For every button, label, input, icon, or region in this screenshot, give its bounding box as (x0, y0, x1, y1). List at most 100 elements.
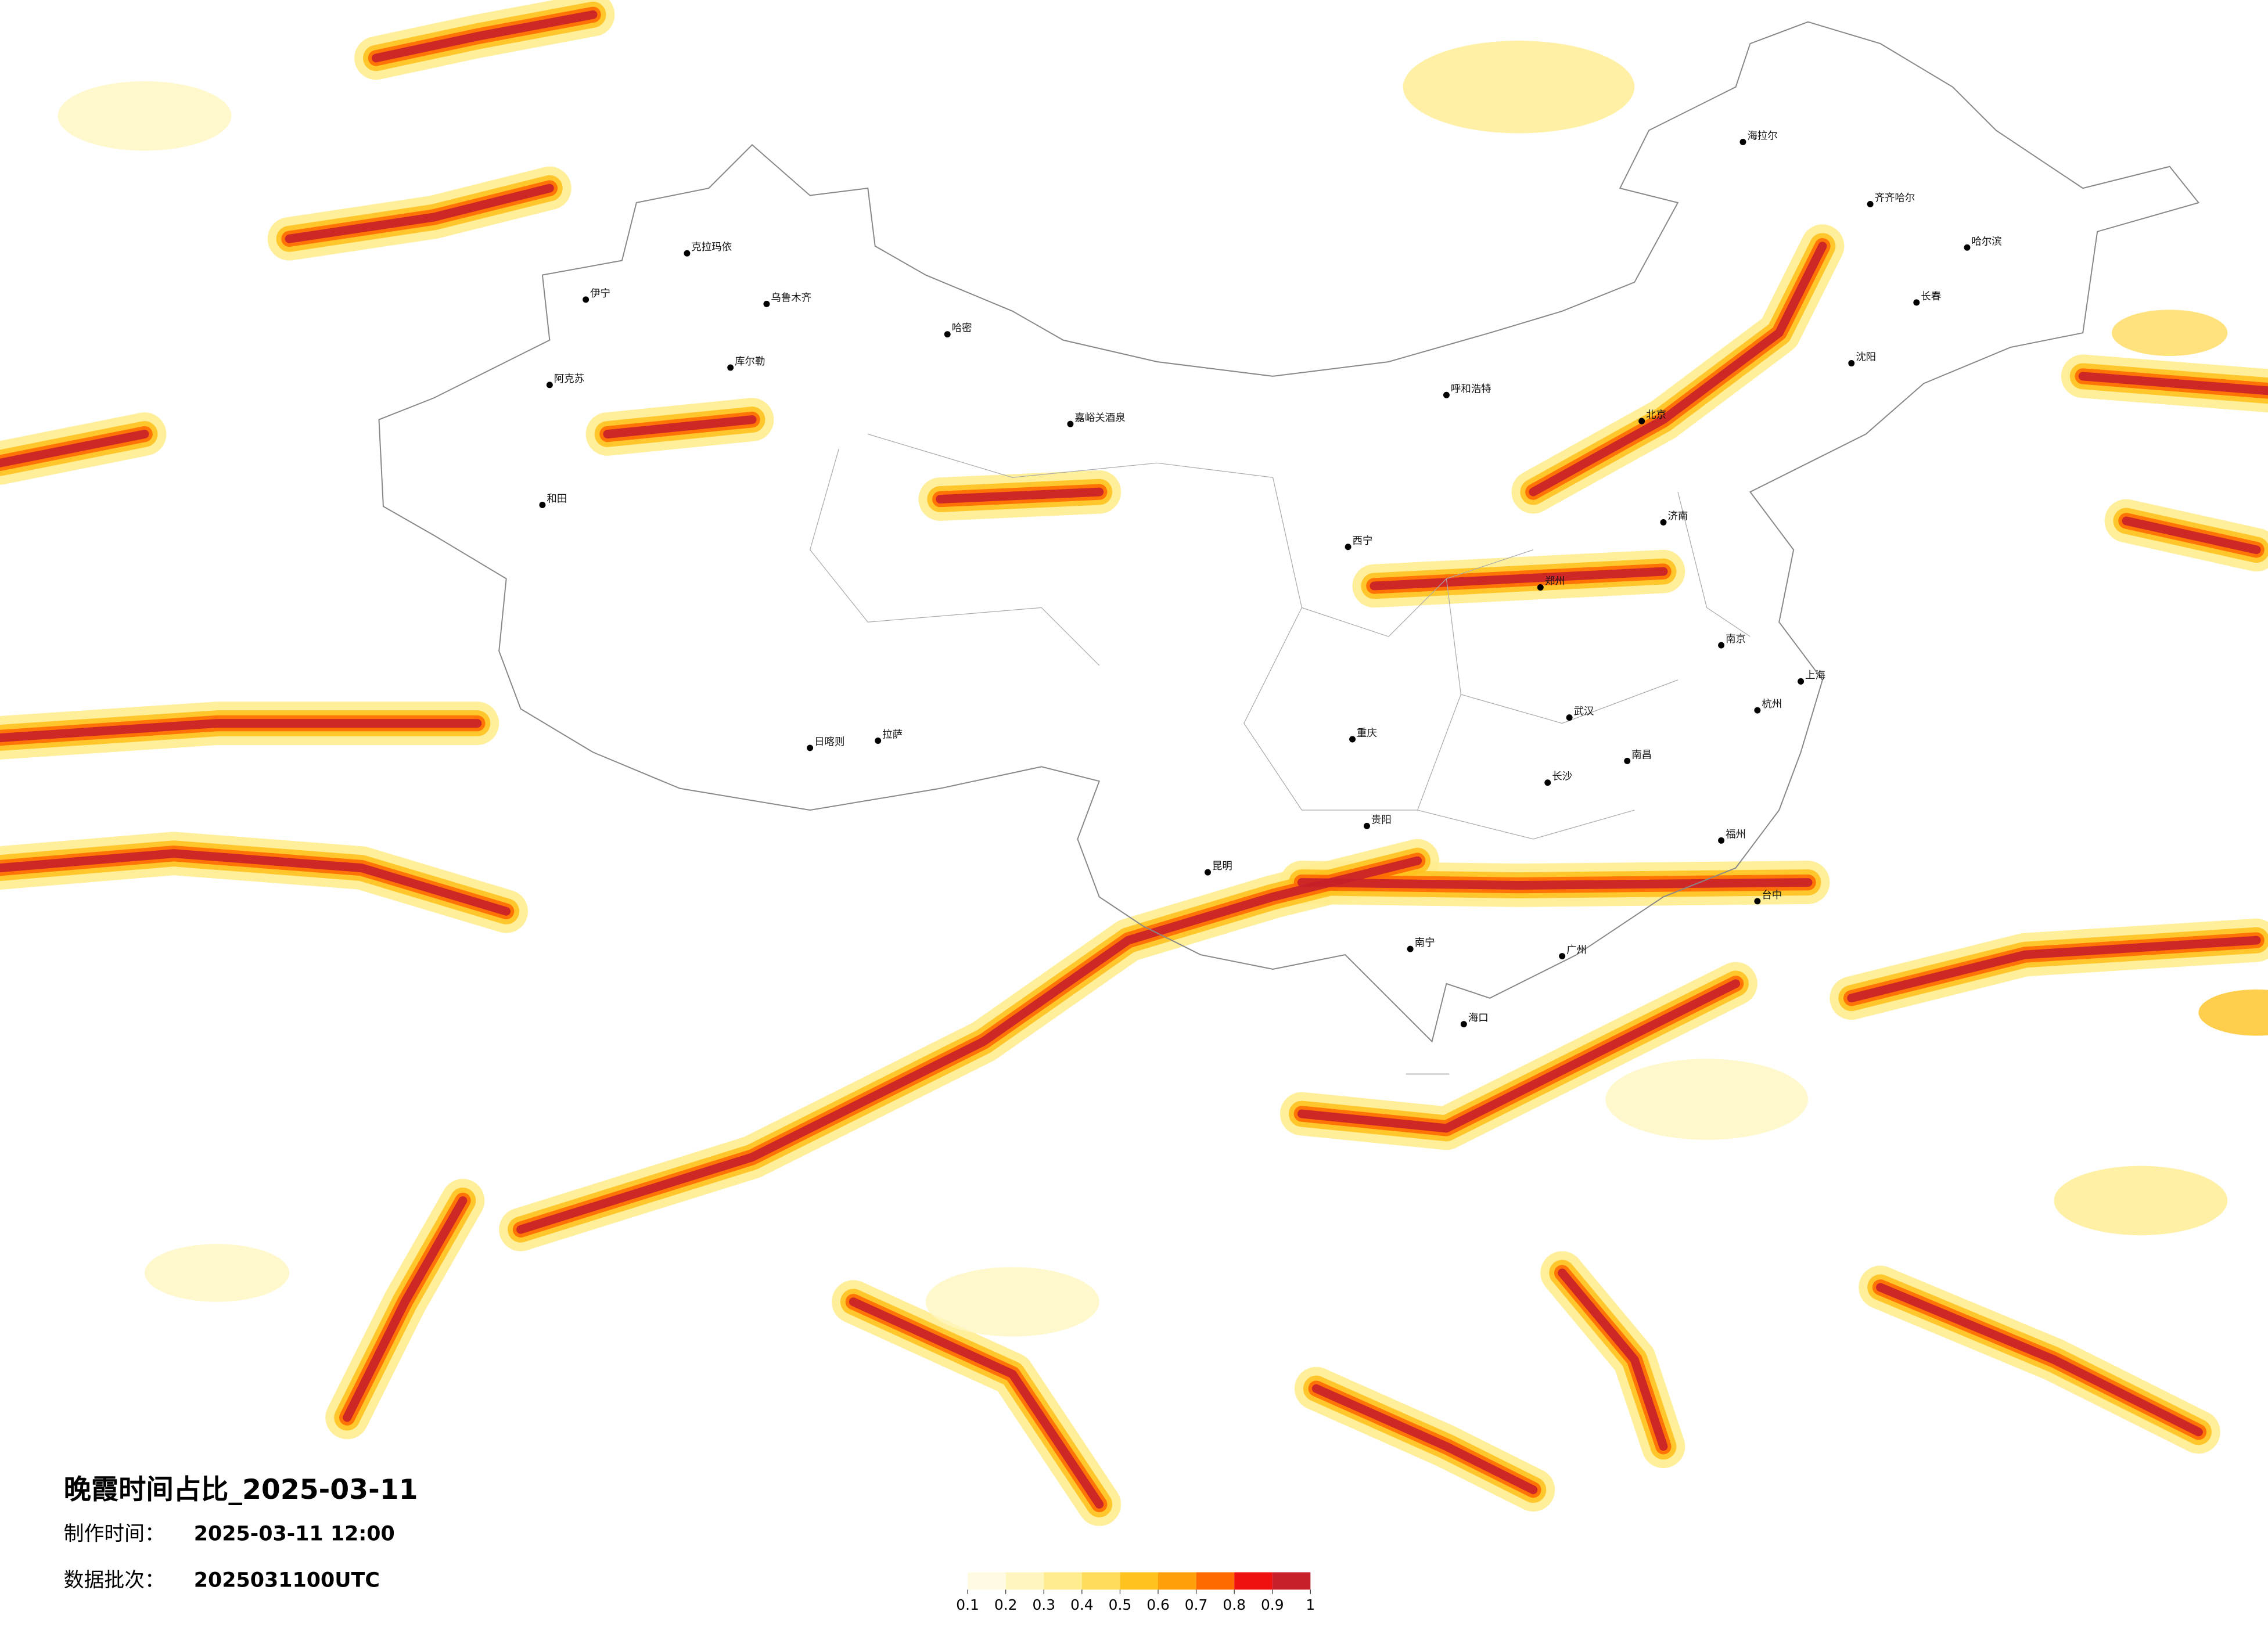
city-label: 南宁 (1415, 937, 1435, 949)
city-dot (1443, 391, 1450, 398)
field-band (1311, 1384, 1538, 1494)
city-label: 沈阳 (1856, 352, 1876, 364)
city-dot (1345, 544, 1352, 551)
info-label: 数据批次： (64, 1569, 165, 1592)
field-band (603, 415, 757, 438)
city-dot (875, 737, 882, 744)
colorbar-swatch (1044, 1572, 1082, 1590)
colorbar-swatch (1196, 1572, 1235, 1590)
city-label: 哈尔滨 (1971, 236, 2001, 247)
city-label: 上海 (1805, 670, 1825, 681)
city-dot (1566, 714, 1573, 721)
field-band (1370, 567, 1668, 591)
city-label: 昆明 (1212, 861, 1232, 872)
city-label: 阿克苏 (554, 373, 584, 385)
city-label: 杭州 (1762, 699, 1782, 710)
field-patch (2198, 989, 2268, 1036)
field-band (2078, 372, 2268, 395)
city-dot (1964, 244, 1971, 251)
colorbar-label: 0.4 (1070, 1596, 1094, 1613)
city-dot (546, 382, 553, 388)
field-patch (2054, 1165, 2228, 1236)
city-label: 日喀则 (814, 736, 844, 748)
field-band (1297, 878, 1813, 890)
city-dot (1848, 359, 1855, 366)
city-dot (1205, 869, 1211, 876)
city-label: 乌鲁木齐 (771, 292, 811, 304)
city-label: 库尔勒 (735, 356, 765, 368)
colorbar-label: 1 (1306, 1596, 1315, 1613)
city-dot (1798, 678, 1805, 685)
city-label: 长春 (1921, 291, 1941, 303)
city-dot (1867, 201, 1874, 208)
city-label: 济南 (1667, 510, 1688, 522)
field-band (2122, 516, 2261, 555)
info-label: 制作时间： (64, 1523, 165, 1546)
city-label: 海口 (1468, 1013, 1489, 1024)
city-label: 嘉峪关酒泉 (1074, 412, 1125, 424)
field-band (1520, 233, 1836, 505)
island-marker (1406, 1073, 1450, 1075)
city-dot (1537, 584, 1544, 591)
city-dot (1754, 898, 1761, 905)
city-dot (1739, 138, 1746, 145)
field-patch (2112, 310, 2228, 357)
colorbar-swatch (1272, 1572, 1311, 1590)
city-dot (1913, 299, 1920, 306)
city-dot (1624, 757, 1631, 764)
field-band (936, 487, 1104, 504)
field-band (1876, 1283, 2203, 1437)
city-dot (1067, 420, 1074, 427)
field-band (372, 10, 598, 63)
colorbar-label: 0.1 (956, 1596, 979, 1613)
field-patch (1403, 41, 1635, 134)
map-title: 晚霞时间占比_2025-03-11 (64, 1474, 418, 1506)
field-patch (925, 1267, 1099, 1337)
province-boundaries (809, 433, 1751, 840)
city-dot (1363, 822, 1370, 829)
city-label: 郑州 (1545, 576, 1565, 588)
field-patch (1605, 1059, 1809, 1140)
city-dot (763, 300, 770, 307)
city-label: 海拉尔 (1747, 130, 1777, 142)
city-label: 克拉玛依 (691, 242, 732, 253)
field-band (0, 430, 149, 467)
colorbar-swatch (1158, 1572, 1196, 1590)
city-label: 伊宁 (590, 288, 610, 300)
city-dot (1349, 736, 1356, 743)
colorbar-swatch (1005, 1572, 1044, 1590)
city-label: 南昌 (1631, 749, 1652, 761)
city-label: 和田 (547, 494, 567, 505)
city-label: 齐齐哈尔 (1875, 193, 1915, 204)
info-value: 2025031100UTC (194, 1569, 380, 1592)
colorbar-label: 0.2 (994, 1596, 1018, 1613)
field-band (516, 856, 1422, 1234)
city-label: 广州 (1566, 945, 1587, 956)
field-layer (0, 0, 2268, 1526)
city-label: 北京 (1646, 409, 1666, 421)
city-dot (583, 296, 590, 303)
city-label: 台中 (1762, 890, 1782, 901)
city-label: 哈密 (952, 323, 972, 334)
city-label: 武汉 (1574, 706, 1594, 718)
city-dot (727, 364, 734, 371)
field-band (0, 849, 511, 916)
field-patch (57, 81, 232, 151)
colorbar-label: 0.8 (1223, 1596, 1246, 1613)
city-label: 重庆 (1357, 728, 1377, 739)
colorbar: 0.1 0.2 0.3 0.4 0.5 0.6 0.7 0.8 0.9 1 (956, 1572, 1315, 1613)
field-band (1297, 979, 1740, 1133)
city-dot (1460, 1021, 1467, 1028)
city-dot (1544, 779, 1551, 786)
city-dot (807, 744, 814, 751)
field-band (1558, 1268, 1668, 1451)
city-label: 拉萨 (882, 729, 903, 741)
city-dot (1718, 837, 1725, 844)
city-dot (539, 502, 546, 509)
city-dot (1638, 418, 1645, 425)
city-dot (1559, 953, 1566, 960)
field-band (343, 1196, 468, 1422)
city-label: 南京 (1726, 634, 1746, 645)
info-value: 2025-03-11 12:00 (194, 1523, 395, 1546)
